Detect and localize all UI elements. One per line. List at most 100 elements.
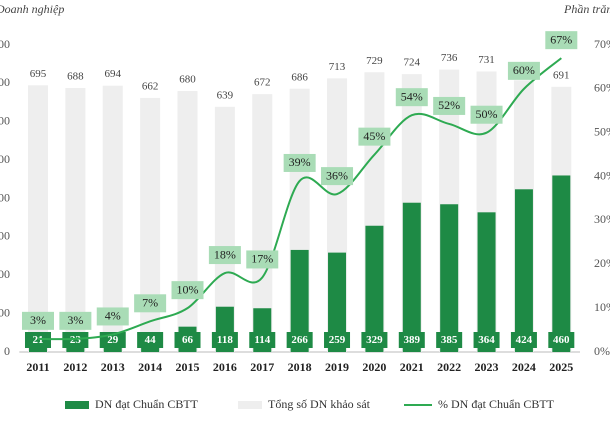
legend-label: DN đạt Chuẩn CBTT — [95, 397, 199, 411]
y2-tick-label: 60% — [594, 81, 610, 95]
x-tick-label: 2013 — [101, 360, 125, 374]
data-label: 50% — [476, 107, 498, 121]
x-tick-label: 2025 — [549, 360, 573, 374]
data-label: 329 — [366, 334, 383, 346]
data-label: 54% — [401, 89, 423, 103]
y-tick-label: 0 — [4, 344, 10, 358]
data-label: 729 — [366, 55, 383, 67]
y-tick-label: 600 — [0, 114, 10, 128]
data-label: 691 — [553, 69, 570, 81]
data-label: 713 — [329, 61, 346, 73]
data-label-box — [171, 281, 204, 300]
data-label-box — [24, 332, 51, 348]
data-label: 21 — [32, 334, 43, 346]
data-label-box — [507, 61, 540, 80]
data-label-box — [21, 311, 54, 330]
data-label: 17% — [251, 252, 273, 266]
data-label: 3% — [67, 313, 83, 327]
data-label: 736 — [441, 52, 458, 64]
data-label: 639 — [217, 89, 234, 101]
data-label: 460 — [553, 334, 570, 346]
data-label: 67% — [550, 32, 572, 46]
bar — [290, 249, 309, 352]
bar — [102, 85, 123, 353]
x-tick-label: 2018 — [288, 360, 312, 374]
legend-label: % DN đạt Chuẩn CBTT — [438, 397, 555, 411]
data-label-box — [62, 332, 89, 348]
x-tick-label: 2019 — [325, 360, 349, 374]
data-label-box — [134, 294, 167, 313]
data-label: 266 — [291, 334, 308, 346]
data-label: 10% — [177, 282, 199, 296]
legend-label: Tổng số DN khảo sát — [268, 397, 371, 411]
data-label: 3% — [30, 313, 46, 327]
y2-axis-title: Phần trăm — [563, 2, 610, 16]
data-label: 724 — [404, 57, 421, 69]
x-tick-label: 2022 — [437, 360, 461, 374]
data-label: 7% — [142, 296, 158, 310]
bar — [552, 175, 571, 352]
data-label: 29 — [107, 334, 119, 346]
data-label: 424 — [516, 334, 533, 346]
data-label-box — [548, 332, 575, 348]
x-tick-label: 2017 — [250, 360, 274, 374]
data-label: 4% — [105, 309, 121, 323]
data-label-box — [246, 250, 279, 269]
bar — [328, 252, 347, 352]
bar — [27, 85, 48, 352]
x-tick-label: 2012 — [63, 360, 87, 374]
data-label: 688 — [67, 71, 84, 83]
y-tick-label: 100 — [0, 305, 10, 319]
bar — [477, 212, 496, 352]
x-tick-label: 2020 — [362, 360, 386, 374]
data-label: 60% — [513, 63, 535, 77]
y2-tick-label: 10% — [594, 300, 610, 314]
y2-tick-label: 30% — [594, 212, 610, 226]
data-label-box — [361, 332, 388, 348]
data-label: 389 — [404, 334, 421, 346]
line — [37, 57, 562, 341]
y-tick-label: 200 — [0, 267, 10, 281]
data-label-box — [433, 96, 466, 115]
x-tick-label: 2016 — [213, 360, 237, 374]
data-label: 18% — [214, 247, 236, 261]
data-label-box — [470, 105, 503, 124]
bar — [140, 97, 161, 353]
data-label: 45% — [363, 129, 385, 143]
data-label-box — [436, 332, 463, 348]
y-tick-label: 700 — [0, 75, 10, 89]
data-label: 44 — [145, 334, 157, 346]
bar — [214, 106, 235, 352]
data-label-box — [249, 332, 276, 348]
bar — [365, 225, 384, 352]
data-label-box — [510, 332, 537, 348]
x-tick-label: 2015 — [176, 360, 200, 374]
data-label: 66 — [182, 334, 194, 346]
data-label: 731 — [478, 54, 495, 66]
data-label-box — [358, 127, 391, 146]
data-label-box — [59, 311, 92, 330]
data-label-box — [137, 332, 164, 348]
data-label: 118 — [217, 334, 233, 346]
y2-tick-label: 70% — [594, 37, 610, 51]
bar — [402, 202, 421, 352]
bar — [65, 87, 86, 352]
data-label: 23 — [70, 334, 82, 346]
legend-swatch — [65, 401, 89, 409]
data-label: 114 — [254, 334, 270, 346]
x-tick-label: 2014 — [138, 360, 162, 374]
x-tick-label: 2023 — [475, 360, 499, 374]
data-label-box — [283, 153, 316, 172]
data-label-box — [545, 31, 578, 50]
data-label-box — [395, 88, 428, 107]
y2-tick-label: 40% — [594, 168, 610, 182]
data-label-box — [286, 332, 313, 348]
y2-tick-label: 20% — [594, 256, 610, 270]
x-tick-label: 2021 — [400, 360, 424, 374]
data-label: 662 — [142, 80, 159, 92]
data-label-box — [473, 332, 500, 348]
bar — [514, 189, 533, 352]
data-label-box — [208, 246, 241, 265]
data-label: 39% — [289, 155, 311, 169]
